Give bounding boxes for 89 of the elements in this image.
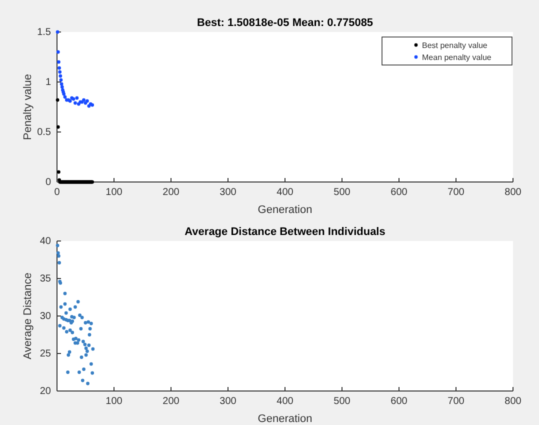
x-tick-label: 0 — [54, 187, 60, 198]
point — [84, 321, 88, 324]
point — [59, 78, 63, 82]
y-tick-label: 1.5 — [37, 27, 52, 38]
point — [62, 326, 66, 330]
y-tick-label: 30 — [40, 311, 52, 322]
point — [64, 330, 68, 334]
x-tick-label: 600 — [390, 396, 408, 408]
point — [58, 70, 62, 74]
point — [66, 353, 70, 357]
point — [68, 328, 72, 332]
point — [90, 322, 93, 326]
point — [86, 350, 89, 353]
point — [74, 101, 77, 105]
x-tick-label: 100 — [106, 396, 123, 408]
point — [78, 370, 81, 374]
point — [78, 314, 82, 317]
y-tick-label: 1 — [45, 77, 52, 88]
point — [56, 50, 60, 54]
point — [57, 254, 60, 258]
point — [60, 85, 64, 89]
x-tick-label: 800 — [504, 187, 522, 198]
x-tick-label: 100 — [106, 187, 123, 198]
x-tick-label: 400 — [276, 396, 294, 408]
point — [75, 96, 79, 100]
point — [58, 66, 61, 70]
point — [59, 305, 63, 309]
point — [88, 327, 92, 330]
x-tick-label: 500 — [334, 187, 351, 198]
point — [74, 336, 78, 340]
point — [86, 320, 90, 324]
chart-title: Best: 1.50818e-05 Mean: 0.775085 — [196, 17, 374, 29]
point — [76, 338, 80, 342]
point — [57, 60, 60, 64]
point — [74, 341, 77, 345]
y-tick-label: 0 — [45, 177, 52, 188]
point — [80, 356, 84, 359]
point — [80, 378, 84, 382]
point — [58, 324, 62, 328]
point — [90, 362, 93, 366]
point — [74, 305, 77, 309]
point — [63, 302, 67, 306]
point — [87, 344, 91, 347]
point — [84, 346, 88, 350]
point — [88, 333, 92, 336]
y-tick-label: 20 — [40, 386, 52, 398]
x-tick-label: 200 — [162, 187, 180, 198]
x-axis-title: Generation — [258, 413, 312, 425]
point — [60, 82, 64, 86]
point — [58, 74, 62, 78]
y-tick-label: 0.5 — [37, 127, 52, 138]
x-tick-label: 800 — [504, 396, 522, 408]
x-tick-label: 700 — [448, 396, 465, 408]
y-tick-label: 25 — [40, 348, 52, 360]
point — [82, 340, 85, 344]
y-tick-label: 40 — [40, 236, 52, 248]
point — [68, 308, 72, 311]
x-axis-title: Generation — [258, 204, 312, 216]
point — [56, 244, 60, 248]
point — [63, 292, 67, 296]
chart-title: Average Distance Between Individuals — [184, 226, 386, 238]
legend-label: Best penalty value — [422, 41, 488, 50]
point — [58, 261, 61, 264]
point — [90, 371, 94, 375]
point — [79, 327, 83, 330]
x-tick-label: 500 — [334, 396, 351, 408]
point — [83, 342, 87, 346]
point — [68, 350, 72, 354]
y-axis-title: Average Distance — [22, 272, 34, 360]
point — [82, 368, 86, 371]
legend-label: Mean penalty value — [422, 53, 492, 62]
x-tick-label: 400 — [276, 187, 294, 198]
x-tick-label: 700 — [448, 187, 465, 198]
point — [76, 300, 80, 304]
point — [70, 330, 74, 334]
point — [91, 347, 95, 351]
x-tick-label: 300 — [220, 187, 237, 198]
point — [86, 382, 90, 386]
point — [84, 353, 88, 357]
point — [56, 251, 60, 255]
point — [80, 316, 84, 320]
x-tick-label: 200 — [162, 396, 180, 408]
point — [63, 95, 67, 99]
x-tick-label: 300 — [220, 396, 237, 408]
y-tick-label: 35 — [40, 274, 52, 285]
x-tick-label: 600 — [390, 187, 408, 198]
point — [66, 370, 70, 374]
point — [64, 311, 68, 315]
y-axis-title: Penalty value — [22, 74, 34, 140]
